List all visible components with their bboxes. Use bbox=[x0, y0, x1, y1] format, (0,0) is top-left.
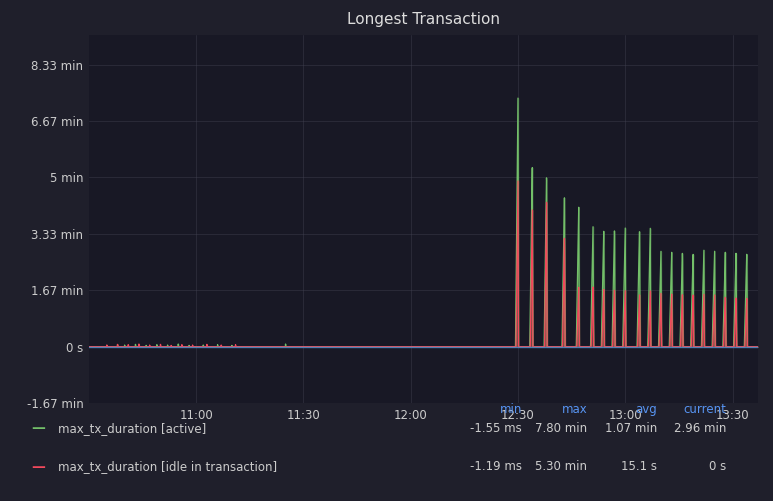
Text: max: max bbox=[562, 403, 587, 416]
Text: 5.30 min: 5.30 min bbox=[536, 460, 587, 473]
Text: —: — bbox=[31, 421, 45, 435]
Text: max_tx_duration [idle in transaction]: max_tx_duration [idle in transaction] bbox=[58, 460, 277, 473]
Text: max_tx_duration [active]: max_tx_duration [active] bbox=[58, 422, 206, 435]
Text: 2.96 min: 2.96 min bbox=[674, 422, 727, 435]
Text: -1.19 ms: -1.19 ms bbox=[470, 460, 522, 473]
Text: 0 s: 0 s bbox=[710, 460, 727, 473]
Text: -1.55 ms: -1.55 ms bbox=[470, 422, 522, 435]
Text: 1.07 min: 1.07 min bbox=[604, 422, 657, 435]
Text: 7.80 min: 7.80 min bbox=[536, 422, 587, 435]
Text: min: min bbox=[499, 403, 522, 416]
Text: avg: avg bbox=[635, 403, 657, 416]
Text: current: current bbox=[684, 403, 727, 416]
Text: 15.1 s: 15.1 s bbox=[621, 460, 657, 473]
Title: Longest Transaction: Longest Transaction bbox=[347, 12, 499, 27]
Text: —: — bbox=[31, 460, 45, 474]
